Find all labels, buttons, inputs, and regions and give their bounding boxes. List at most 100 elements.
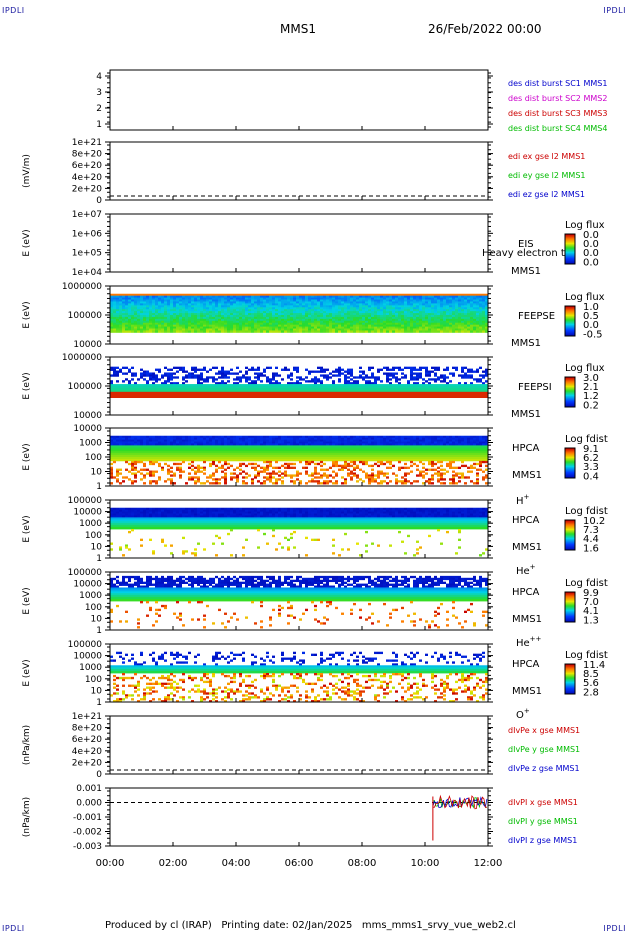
panel-feepsi-spectrogram-cell	[338, 380, 341, 383]
panel-feepsi-spectrogram-cell	[461, 366, 464, 369]
panel-feepsi-spectrogram-cell	[398, 391, 401, 395]
panel-feepsi-spectrogram-cell	[275, 374, 278, 377]
panel-sc-config-legend-entry: des dist burst SC3 MMS3	[508, 109, 607, 118]
panel-feepse-spectrogram-cell	[431, 303, 434, 306]
panel-feepsi-spectrogram-cell	[425, 391, 428, 395]
panel-feepse-spectrogram-cell	[263, 311, 266, 314]
panel-feepse-spectrogram-cell	[392, 293, 395, 297]
panel-feepsi-spectrogram-cell	[323, 376, 326, 379]
panel-feepse-spectrogram-cell	[383, 311, 386, 314]
panel-feepsi-spectrogram-cell	[143, 378, 146, 381]
panel-hpca-h-spectrogram-cell	[212, 449, 215, 452]
panel-feepsi-spectrogram-cell	[245, 366, 248, 369]
panel-eis-colorbar-swatch	[565, 262, 575, 264]
panel-feepse-spectrogram-cell	[311, 293, 314, 297]
panel-feepse-spectrogram-cell	[152, 299, 155, 302]
panel-feepsi-spectrogram-cell	[206, 391, 209, 395]
panel-feepsi-spectrogram-cell	[410, 378, 413, 381]
panel-feepse-spectrogram-cell	[317, 299, 320, 302]
panel-feepse-spectrogram-cell	[404, 295, 407, 298]
panel-hpca-h-spectrogram-cell	[155, 457, 158, 460]
panel-feepse-spectrogram-cell	[236, 299, 239, 302]
panel-feepsi-spectrogram-cell	[155, 395, 158, 398]
panel-feepse-spectrogram-cell	[140, 313, 143, 316]
panel-feepse-spectrogram-cell	[305, 316, 308, 320]
panel-feepse-spectrogram-cell	[485, 316, 488, 320]
panel-hpca-h-spectrogram-cell	[110, 439, 113, 442]
panel-feepsi-spectrogram-cell	[380, 393, 383, 397]
panel-feepsi-spectrogram-cell	[191, 393, 194, 397]
panel-hpca-h-spectrogram-cell	[119, 451, 122, 454]
panel-feepse-spectrogram-cell	[179, 295, 182, 298]
panel-feepse-spectrogram-cell	[386, 295, 389, 298]
panel-feepse-spectrogram-cell	[398, 328, 401, 331]
panel-feepsi-spectrogram-cell	[371, 374, 374, 377]
panel-hpca-h-spectrogram-cell	[137, 441, 140, 444]
panel-feepse-spectrogram-cell	[248, 326, 251, 329]
panel-feepse-spectrogram-cell	[371, 313, 374, 316]
panel-feepse-spectrogram-cell	[245, 316, 248, 320]
panel-feepsi-spectrogram-cell	[236, 391, 239, 395]
panel-feepse-spectrogram-cell	[380, 295, 383, 298]
panel-feepse-spectrogram-cell	[323, 322, 326, 326]
panel-feepse-spectrogram-cell	[167, 324, 170, 327]
panel-hpca-h-spectrogram-cell	[176, 435, 179, 439]
panel-feepse-spectrogram-cell	[119, 295, 122, 298]
panel-feepsi-spectrogram-cell	[203, 380, 206, 383]
panel-feepse-spectrogram-cell	[452, 316, 455, 320]
panel-hpca-h-spectrogram-cell	[224, 457, 227, 460]
panel-feepsi-spectrogram-cell	[221, 370, 224, 373]
panel-feepse-spectrogram-cell	[152, 303, 155, 306]
panel-feepsi-colorbar-swatch	[565, 390, 575, 392]
panel-feepse-spectrogram-cell	[116, 318, 119, 322]
panel-hpca-h-spectrogram-cell	[140, 437, 143, 440]
panel-feepse-spectrogram-cell	[239, 311, 242, 314]
panel-feepse-spectrogram-cell	[410, 316, 413, 320]
panel-feepse-spectrogram-cell	[155, 293, 158, 297]
panel-feepsi-spectrogram-cell	[296, 370, 299, 373]
panel-hpca-h-spectrogram-cell	[221, 443, 224, 446]
panel-feepsi-spectrogram-cell	[332, 370, 335, 373]
panel-feepsi-spectrogram-cell	[206, 376, 209, 379]
panel-feepsi-spectrogram-cell	[146, 391, 149, 395]
panel-hpca-h-spectrogram-cell	[110, 449, 113, 452]
panel-feepse-spectrogram-cell	[158, 305, 161, 308]
panel-feepse-spectrogram-cell	[332, 303, 335, 306]
panel-feepsi-spectrogram-cell	[203, 393, 206, 397]
panel-feepse-spectrogram-cell	[137, 316, 140, 320]
panel-feepsi-spectrogram-cell	[269, 393, 272, 397]
panel-feepse-spectrogram-cell	[212, 293, 215, 297]
panel-hpca-h-spectrogram-cell	[188, 451, 191, 454]
panel-feepsi-spectrogram-cell	[371, 387, 374, 391]
panel-feepse-spectrogram-cell	[350, 297, 353, 300]
panel-feepse-spectrogram-cell	[479, 328, 482, 331]
panel-hpca-h-spectrogram-cell	[113, 447, 116, 450]
panel-feepsi-spectrogram-cell	[131, 391, 134, 395]
panel-feepsi-spectrogram-cell	[155, 387, 158, 391]
panel-hpca-h-spectrogram-cell	[164, 462, 167, 466]
panel-feepsi-spectrogram-cell	[194, 374, 197, 377]
panel-feepse-spectrogram-cell	[380, 326, 383, 329]
panel-feepse-spectrogram-cell	[110, 316, 113, 320]
panel-feepse-spectrogram-cell	[380, 328, 383, 331]
panel-feepsi-spectrogram-cell	[431, 384, 434, 387]
panel-hpca-h-spectrogram-cell	[206, 439, 209, 442]
panel-feepse-spectrogram-cell	[230, 315, 233, 318]
panel-feepse-spectrogram-cell	[305, 315, 308, 318]
panel-feepse-spectrogram-cell	[257, 307, 260, 310]
panel-feepsi-spectrogram-cell	[257, 387, 260, 391]
panel-hpca-h-spectrogram-cell	[158, 441, 161, 444]
panel-feepse-spectrogram-cell	[455, 297, 458, 300]
panel-feepse-spectrogram-cell	[290, 322, 293, 326]
panel-feepse-spectrogram-cell	[197, 305, 200, 308]
panel-hpca-h-spectrogram-cell	[224, 437, 227, 440]
panel-feepsi-spectrogram-cell	[317, 393, 320, 397]
panel-feepse-spectrogram-cell	[254, 297, 257, 300]
panel-feepse-spectrogram-cell	[215, 305, 218, 308]
panel-feepse-spectrogram-cell	[257, 297, 260, 300]
panel-hpca-h-spectrogram-cell	[155, 460, 158, 464]
panel-feepse-spectrogram-cell	[146, 324, 149, 327]
panel-feepse-spectrogram-cell	[275, 322, 278, 326]
panel-feepse-spectrogram-cell	[215, 326, 218, 329]
panel-hpca-h-spectrogram-cell	[188, 445, 191, 448]
